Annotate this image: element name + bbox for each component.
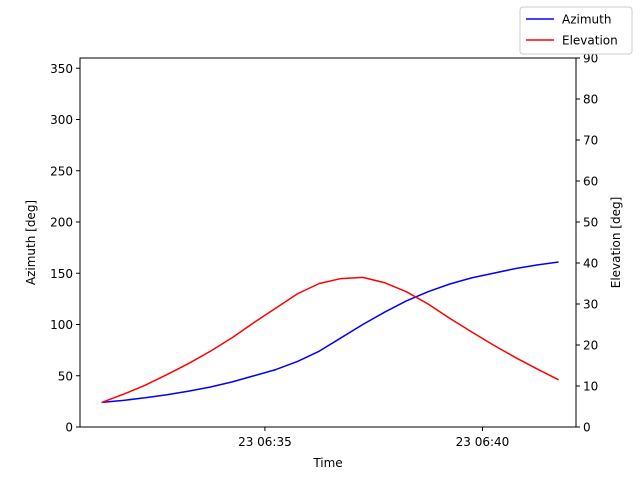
y-left-tick-label: 300	[50, 113, 73, 127]
y-left-tick-label: 50	[58, 369, 73, 383]
series-line-elevation	[101, 276, 559, 404]
y-right-tick-label: 80	[583, 93, 598, 107]
y-right-tick-label: 70	[583, 134, 598, 148]
y-right-tick-label: 20	[583, 339, 598, 353]
y-right-tick-label: 40	[583, 257, 598, 271]
y-left-tick-label: 0	[65, 421, 73, 435]
y-left-tick-label: 250	[50, 164, 73, 178]
y-left-tick-label: 350	[50, 62, 73, 76]
y-left-tick-label: 200	[50, 216, 73, 230]
y-right-tick-label: 30	[583, 298, 598, 312]
series-line-azimuth	[101, 261, 559, 404]
y-right-tick-label: 0	[583, 421, 591, 435]
y-right-tick-label: 50	[583, 216, 598, 230]
y-left-axis: 0 50 100 150 200 250 300 350	[50, 62, 80, 435]
x-tick-label: 23 06:40	[456, 435, 510, 449]
y-left-tick-label: 150	[50, 267, 73, 281]
y-right-axis-label: Elevation [deg]	[609, 197, 623, 289]
x-axis: 23 06:35 23 06:40	[238, 427, 509, 449]
plot-lines	[101, 261, 559, 404]
y-right-axis: 0 10 20 30 40 50 60 70 80 90	[576, 52, 598, 435]
legend: Azimuth Elevation	[519, 6, 633, 55]
x-tick-label: 23 06:35	[238, 435, 292, 449]
y-right-tick-label: 10	[583, 380, 598, 394]
legend-label-azimuth: Azimuth	[562, 13, 611, 27]
legend-label-elevation: Elevation	[562, 34, 618, 48]
y-right-tick-label: 90	[583, 52, 598, 66]
y-left-tick-label: 100	[50, 318, 73, 332]
plot-frame	[79, 57, 577, 428]
x-axis-label: Time	[312, 456, 342, 470]
y-left-axis-label: Azimuth [deg]	[24, 200, 38, 285]
y-right-tick-label: 60	[583, 175, 598, 189]
